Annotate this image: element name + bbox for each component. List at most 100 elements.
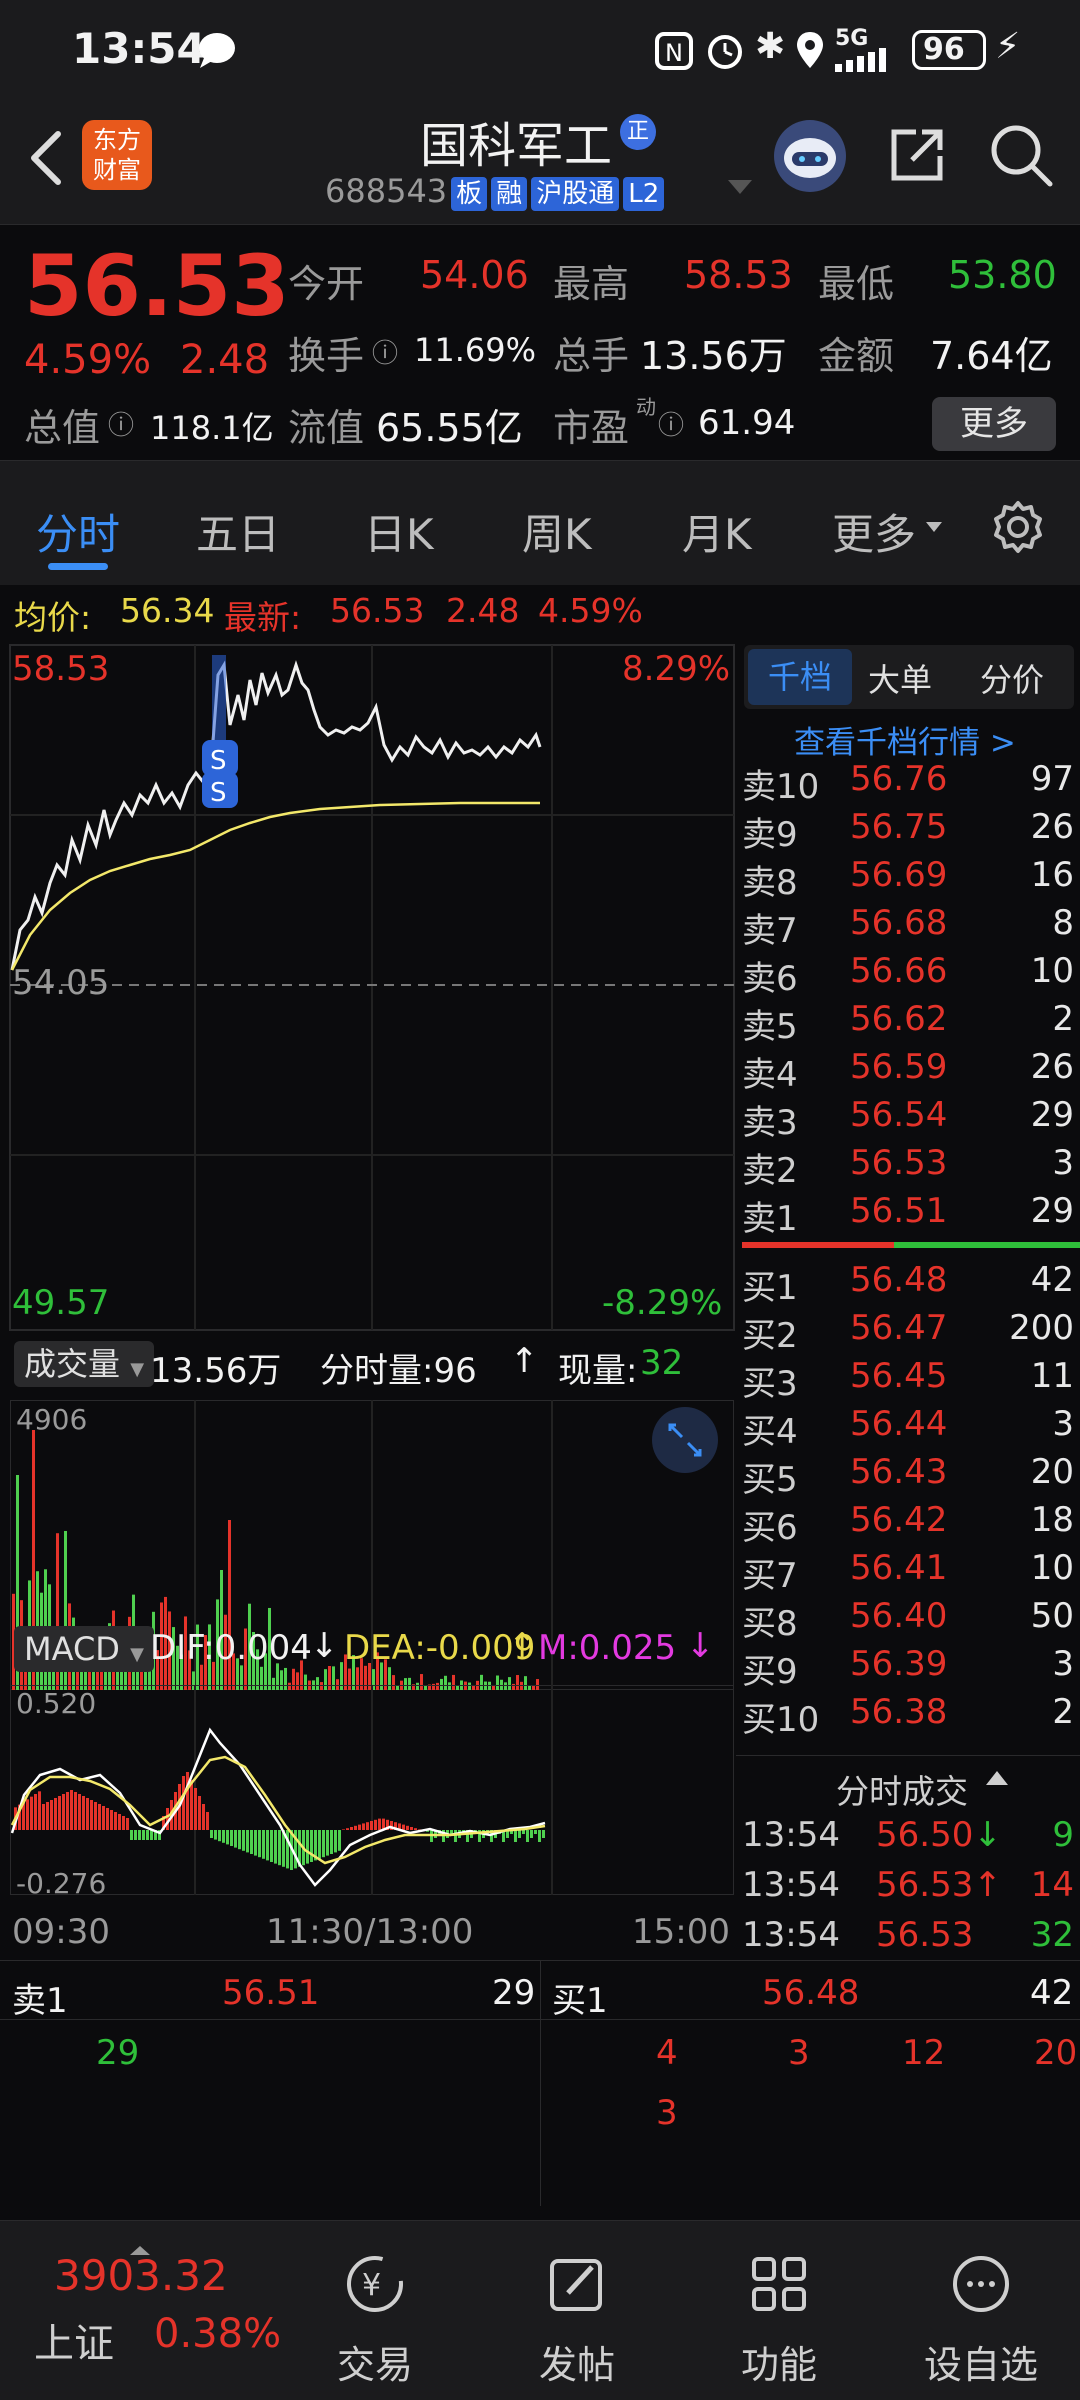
queue-buy-total: 42: [1030, 1973, 1074, 2013]
intraday-chart[interactable]: S S 58.53 8.29% 54.05 49.57 -8.29% 成交量 ▼…: [0, 635, 736, 1960]
volume-bar: [156, 1650, 159, 1690]
average-line: [10, 801, 540, 971]
share-icon[interactable]: [886, 124, 948, 190]
bid-row[interactable]: 买5 56.43 20: [736, 1452, 1080, 1500]
level-label: 买3: [742, 1364, 798, 1404]
tab-monthly-k[interactable]: 月K: [682, 510, 752, 559]
volume-bar: [292, 1668, 295, 1690]
macd-bar: [126, 1818, 129, 1830]
tab-price-distribution[interactable]: 分价: [980, 661, 1045, 699]
float-label: 流值: [288, 406, 365, 450]
back-button[interactable]: [26, 128, 66, 192]
macd-bar: [146, 1830, 149, 1840]
queue-buy-order: 3: [656, 2093, 678, 2133]
macd-bar: [22, 1802, 25, 1830]
ask-row[interactable]: 卖10 56.76 97: [736, 759, 1080, 807]
info-icon[interactable]: ⓘ: [372, 339, 399, 369]
chart-canvas: S S: [9, 644, 735, 1331]
volume-bar: [324, 1669, 327, 1690]
ask-row[interactable]: 卖6 56.66 10: [736, 951, 1080, 999]
macd-bar: [154, 1830, 157, 1840]
order-book: 千档 大单 分价 查看千档行情 > 卖10 56.76 97 卖9 56.75 26 卖8 5…: [736, 635, 1080, 1960]
macd-bar: [110, 1810, 113, 1830]
trade-time: 13:54: [742, 1815, 840, 1855]
volume-bar: [216, 1599, 219, 1690]
search-icon[interactable]: [988, 122, 1054, 192]
expand-chart-icon[interactable]: [652, 1407, 718, 1473]
level-price: 56.41: [850, 1548, 948, 1588]
volume-bar: [512, 1683, 515, 1690]
network-label: 5G: [835, 26, 869, 51]
ask-row[interactable]: 卖2 56.53 3: [736, 1143, 1080, 1191]
nav-add-watchlist[interactable]: 设自选: [906, 2251, 1056, 2389]
volume-bar: [208, 1624, 211, 1690]
ask-row[interactable]: 卖5 56.62 2: [736, 999, 1080, 1047]
bid-row[interactable]: 买6 56.42 18: [736, 1500, 1080, 1548]
tab-daily-k[interactable]: 日K: [364, 510, 434, 559]
tab-depth[interactable]: 千档: [748, 649, 852, 705]
bid-row[interactable]: 买1 56.48 42: [736, 1260, 1080, 1308]
period-tabs: 分时 五日 日K 周K 月K 更多: [0, 460, 1080, 585]
change-amount: 2.48: [180, 337, 270, 383]
macd-bar: [294, 1830, 297, 1869]
level-label: 卖6: [742, 959, 798, 999]
info-icon[interactable]: ⓘ: [108, 411, 135, 441]
level-price: 56.69: [850, 855, 948, 895]
low-value: 53.80: [948, 253, 1057, 297]
macd-bar: [18, 1804, 21, 1830]
volume-bar: [168, 1611, 171, 1690]
index-ticker[interactable]: 3903.32 上证 0.38%: [20, 2241, 290, 2381]
expand-triangle-icon[interactable]: [728, 180, 752, 200]
bid-row[interactable]: 买3 56.45 11: [736, 1356, 1080, 1404]
depth-link[interactable]: 查看千档行情 >: [794, 725, 1016, 761]
nav-trade-label: 交易: [336, 2343, 413, 2387]
bid-row[interactable]: 买10 56.38 2: [736, 1692, 1080, 1740]
trades-title[interactable]: 分时成交: [836, 1772, 968, 1811]
tab-intraday[interactable]: 分时: [36, 510, 121, 559]
macd-selector[interactable]: MACD ▼: [14, 1626, 154, 1672]
ask-row[interactable]: 卖4 56.59 26: [736, 1047, 1080, 1095]
turnover-value: 11.69%: [414, 331, 537, 369]
nav-post[interactable]: 发帖: [502, 2251, 652, 2389]
level-label: 买9: [742, 1652, 798, 1692]
bid-row[interactable]: 买2 56.47 200: [736, 1308, 1080, 1356]
bid-row[interactable]: 买9 56.39 3: [736, 1644, 1080, 1692]
ask-row[interactable]: 卖9 56.75 26: [736, 807, 1080, 855]
bid-row[interactable]: 买4 56.44 3: [736, 1404, 1080, 1452]
robot-assistant-icon[interactable]: [770, 116, 850, 200]
tab-big-orders[interactable]: 大单: [868, 661, 933, 699]
macd-bar: [522, 1830, 525, 1834]
bid-ask-divider: [742, 1242, 1080, 1248]
nav-trade[interactable]: ¥ 交易: [300, 2251, 450, 2389]
settings-gear-icon[interactable]: [990, 499, 1046, 559]
nav-functions[interactable]: 功能: [704, 2251, 854, 2389]
volume-bar: [160, 1602, 163, 1690]
ask-row[interactable]: 卖8 56.69 16: [736, 855, 1080, 903]
macd-bar: [322, 1830, 325, 1858]
ask-row[interactable]: 卖7 56.68 8: [736, 903, 1080, 951]
macd-bar: [250, 1830, 253, 1854]
tab-more[interactable]: 更多: [832, 510, 917, 559]
tab-weekly-k[interactable]: 周K: [522, 510, 592, 559]
bid-row[interactable]: 买7 56.41 10: [736, 1548, 1080, 1596]
macd-bar: [206, 1812, 209, 1830]
more-button[interactable]: 更多: [932, 397, 1056, 451]
level-label: 买5: [742, 1460, 798, 1500]
marker-text: S: [210, 778, 227, 808]
status-bar: 13:54 N ✱ 5G 96 ⚡: [0, 0, 1080, 100]
average-price-bar: 均价: 56.34 最新: 56.53 2.48 4.59%: [0, 585, 1080, 637]
info-icon[interactable]: ⓘ: [658, 411, 685, 441]
level-price: 56.47: [850, 1308, 948, 1348]
tab-five-day[interactable]: 五日: [196, 510, 281, 559]
macd-bar: [134, 1830, 137, 1840]
ask-row[interactable]: 卖1 56.51 29: [736, 1191, 1080, 1239]
trade-volume: 14: [1030, 1865, 1074, 1905]
level-price: 56.75: [850, 807, 948, 847]
volume-bar: [364, 1665, 367, 1690]
ask-row[interactable]: 卖3 56.54 29: [736, 1095, 1080, 1143]
bid-row[interactable]: 买8 56.40 50: [736, 1596, 1080, 1644]
dropdown-icon: ▼: [130, 1359, 145, 1380]
collapse-arrow-icon[interactable]: [986, 1769, 1008, 1791]
nfc-icon: N: [655, 32, 693, 74]
volume-selector[interactable]: 成交量 ▼: [14, 1341, 155, 1387]
